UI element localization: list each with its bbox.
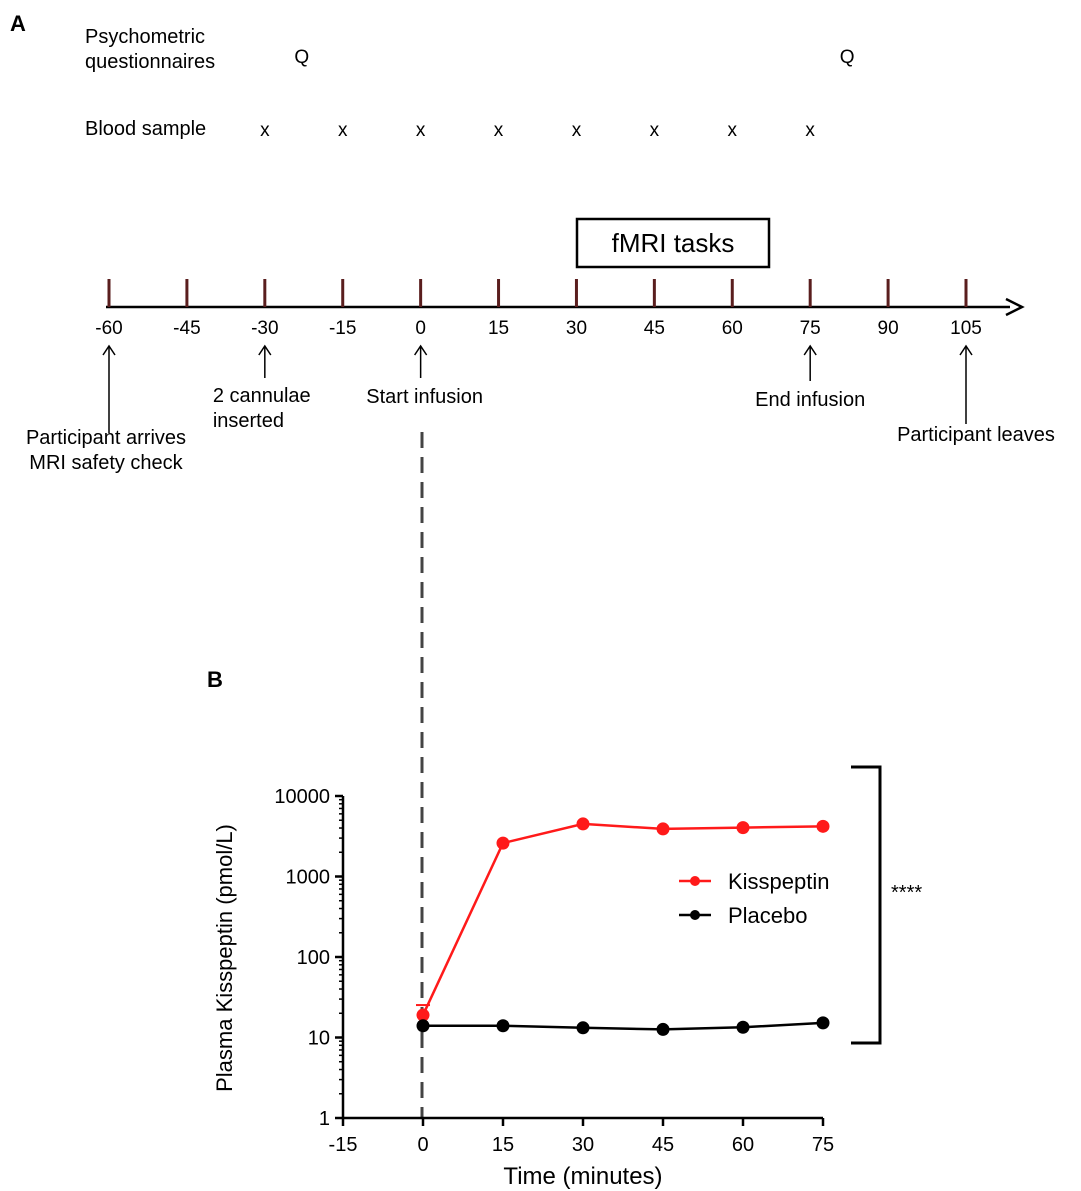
event-arrow-head bbox=[803, 344, 817, 356]
series-line bbox=[421, 822, 824, 1016]
event-label: 2 cannulae bbox=[213, 385, 311, 407]
timeline-arrowhead bbox=[1005, 297, 1025, 317]
timeline-tick-label: 75 bbox=[800, 318, 821, 339]
legend-marker bbox=[690, 876, 700, 886]
data-point bbox=[656, 1022, 670, 1036]
timeline-event: Participant leaves bbox=[897, 344, 1055, 446]
timeline-tick-label: -45 bbox=[173, 318, 200, 339]
series-kisspeptin bbox=[416, 817, 830, 1022]
event-label: Start infusion bbox=[366, 386, 483, 408]
x-tick-label: 60 bbox=[732, 1134, 754, 1156]
y-axis-ticks: 1 10 100 1000 10000 bbox=[274, 786, 343, 1130]
legend-item: Kisspeptin bbox=[679, 869, 830, 894]
event-arrow-head bbox=[102, 344, 116, 356]
panel-a-label: A bbox=[10, 11, 26, 36]
y-tick-label: 100 bbox=[297, 947, 330, 969]
event-label: End infusion bbox=[755, 389, 865, 411]
chart-axes bbox=[341, 796, 823, 1120]
y-tick-label: 1 bbox=[319, 1108, 330, 1130]
questionnaire-marker: Q bbox=[840, 47, 855, 68]
blood-sample-marker: x bbox=[416, 120, 426, 141]
x-tick-label: 45 bbox=[652, 1134, 674, 1156]
questionnaires-label-line1: Psychometric bbox=[85, 26, 205, 48]
series-line bbox=[423, 1021, 824, 1031]
fmri-tasks-box-frame bbox=[575, 217, 771, 269]
chart-legend: Kisspeptin Placebo bbox=[679, 869, 830, 928]
timeline-tick-label: -30 bbox=[251, 318, 278, 339]
legend-marker bbox=[690, 910, 700, 920]
event-label: inserted bbox=[213, 410, 284, 432]
chart-series bbox=[416, 817, 830, 1036]
x-tick-label: 75 bbox=[812, 1134, 834, 1156]
timeline-event: 2 cannulae inserted bbox=[213, 344, 311, 432]
event-arrow-head bbox=[414, 344, 428, 356]
blood-sample-label: Blood sample bbox=[85, 118, 206, 140]
y-axis-title: Plasma Kisspeptin (pmol/L) bbox=[212, 824, 237, 1092]
timeline-tick-label: 0 bbox=[415, 318, 426, 339]
event-label: Participant leaves bbox=[897, 424, 1055, 446]
questionnaire-marker: Q bbox=[294, 47, 309, 68]
timeline-tick-label: 60 bbox=[722, 318, 743, 339]
fmri-tasks-label: fMRI tasks bbox=[612, 228, 735, 258]
timeline-tick-label: 45 bbox=[644, 318, 665, 339]
timeline-ticks: -60 -45 -30 -15 0 15 30 45 60 75 90 105 bbox=[95, 279, 982, 339]
blood-sample-marker: x bbox=[805, 120, 815, 141]
timeline-tick-label: -60 bbox=[95, 318, 122, 339]
data-point bbox=[736, 821, 750, 835]
timeline-tick-label: 15 bbox=[488, 318, 509, 339]
event-label: Participant arrives bbox=[26, 427, 186, 449]
data-point bbox=[496, 836, 510, 850]
timeline-tick-label: 90 bbox=[878, 318, 899, 339]
timeline-events: Participant arrives MRI safety check 2 can… bbox=[26, 344, 1055, 474]
data-point bbox=[416, 1019, 430, 1033]
legend-label: Kisspeptin bbox=[728, 869, 830, 894]
data-point bbox=[736, 1020, 750, 1034]
timeline-tick-label: -15 bbox=[329, 318, 356, 339]
blood-sample-marker: x bbox=[260, 120, 270, 141]
y-tick-label: 1000 bbox=[286, 867, 331, 889]
x-tick-label: 15 bbox=[492, 1134, 514, 1156]
data-point bbox=[496, 1019, 510, 1033]
fmri-tasks-box: fMRI tasks bbox=[575, 217, 771, 269]
timeline-event: Start infusion bbox=[366, 344, 483, 408]
event-arrow-head bbox=[959, 344, 973, 356]
event-label: MRI safety check bbox=[29, 452, 183, 474]
blood-sample-marker: x bbox=[572, 120, 582, 141]
panel-a-timeline: A Psychometric questionnaires Blood samp… bbox=[10, 11, 1055, 474]
x-tick-label: 30 bbox=[572, 1134, 594, 1156]
data-point bbox=[576, 817, 590, 831]
timeline-event: End infusion bbox=[755, 344, 865, 411]
data-point bbox=[416, 1008, 430, 1022]
y-tick-label: 10 bbox=[308, 1028, 330, 1050]
timeline-tick-label: 30 bbox=[566, 318, 587, 339]
blood-sample-marker: x bbox=[650, 120, 660, 141]
series-placebo bbox=[416, 1016, 830, 1036]
x-axis-ticks: -15 0 15 30 45 60 75 bbox=[329, 1118, 834, 1156]
event-arrow-head bbox=[258, 344, 272, 356]
data-point bbox=[656, 822, 670, 836]
significance-label: **** bbox=[891, 882, 922, 904]
panel-b-label: B bbox=[207, 667, 223, 692]
x-tick-label: -15 bbox=[329, 1134, 358, 1156]
timeline-event: Participant arrives MRI safety check bbox=[26, 344, 186, 474]
data-point bbox=[816, 819, 830, 833]
blood-sample-marker: x bbox=[728, 120, 738, 141]
legend-label: Placebo bbox=[728, 903, 808, 928]
data-point bbox=[816, 1016, 830, 1030]
data-point bbox=[576, 1021, 590, 1035]
timeline-tick-label: 105 bbox=[950, 318, 982, 339]
x-tick-label: 0 bbox=[417, 1134, 428, 1156]
blood-sample-marker: x bbox=[494, 120, 504, 141]
y-tick-label: 10000 bbox=[274, 786, 330, 808]
legend-item: Placebo bbox=[679, 903, 808, 928]
x-axis-title: Time (minutes) bbox=[503, 1163, 662, 1190]
blood-sample-marker: x bbox=[338, 120, 348, 141]
panel-b-chart: B 1 10 100 1000 10000 -15 0 15 30 45 60 75 Time (m… bbox=[207, 667, 922, 1190]
questionnaires-label-line2: questionnaires bbox=[85, 51, 215, 73]
significance-bracket bbox=[851, 765, 882, 1045]
